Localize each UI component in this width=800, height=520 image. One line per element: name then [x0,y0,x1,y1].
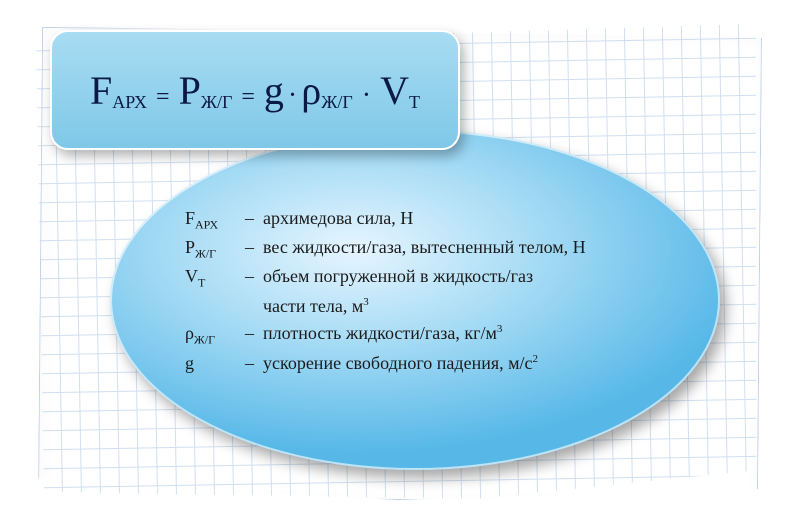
legend-dash: – [245,263,263,292]
symbol-F-sub: АРХ [112,92,147,112]
legend-symbol: g [185,350,245,379]
legend-symbol: PЖ/Г [185,234,245,263]
legend-dash: – [245,234,263,263]
legend-dash: – [245,205,263,234]
symbol-rho: ρ [301,68,321,113]
legend-symbol: VТ [185,263,245,292]
legend-symbol: FАРХ [185,205,245,234]
legend-desc: ускорение свободного падения, м/с2 [263,350,538,379]
legend-dash: – [245,350,263,379]
legend-desc-line2: части тела, м3 [185,293,685,321]
symbol-V: V [380,68,409,113]
dot-2: · [358,80,375,111]
symbol-V-sub: Т [409,92,420,112]
symbol-P: P [179,68,201,113]
legend-row: ρЖ/Г – плотность жидкости/газа, кг/м3 [185,320,685,349]
symbol-P-sub: Ж/Г [201,92,233,112]
legend-desc: плотность жидкости/газа, кг/м3 [263,320,502,349]
legend-dash: – [245,320,263,349]
legend-symbol: ρЖ/Г [185,320,245,349]
legend-desc: архимедова сила, Н [263,205,413,234]
symbol-g: g [264,68,284,113]
symbol-rho-sub: Ж/Г [321,92,353,112]
equals-2: = [237,84,259,110]
legend-row: PЖ/Г – вес жидкости/газа, вытесненный те… [185,234,685,263]
legend-row: VТ – объем погруженной в жидкость/газ [185,263,685,292]
legend: FАРХ – архимедова сила, Н PЖ/Г – вес жид… [185,205,685,379]
equals-1: = [152,84,174,110]
dot-1: · [284,80,301,111]
symbol-F: F [90,68,112,113]
formula-box: FАРХ = PЖ/Г = g·ρЖ/Г · VТ [50,30,460,150]
formula: FАРХ = PЖ/Г = g·ρЖ/Г · VТ [90,67,420,114]
legend-row: FАРХ – архимедова сила, Н [185,205,685,234]
legend-desc: объем погруженной в жидкость/газ [263,263,533,292]
legend-row: g – ускорение свободного падения, м/с2 [185,350,685,379]
legend-desc: вес жидкости/газа, вытесненный телом, Н [263,234,586,263]
